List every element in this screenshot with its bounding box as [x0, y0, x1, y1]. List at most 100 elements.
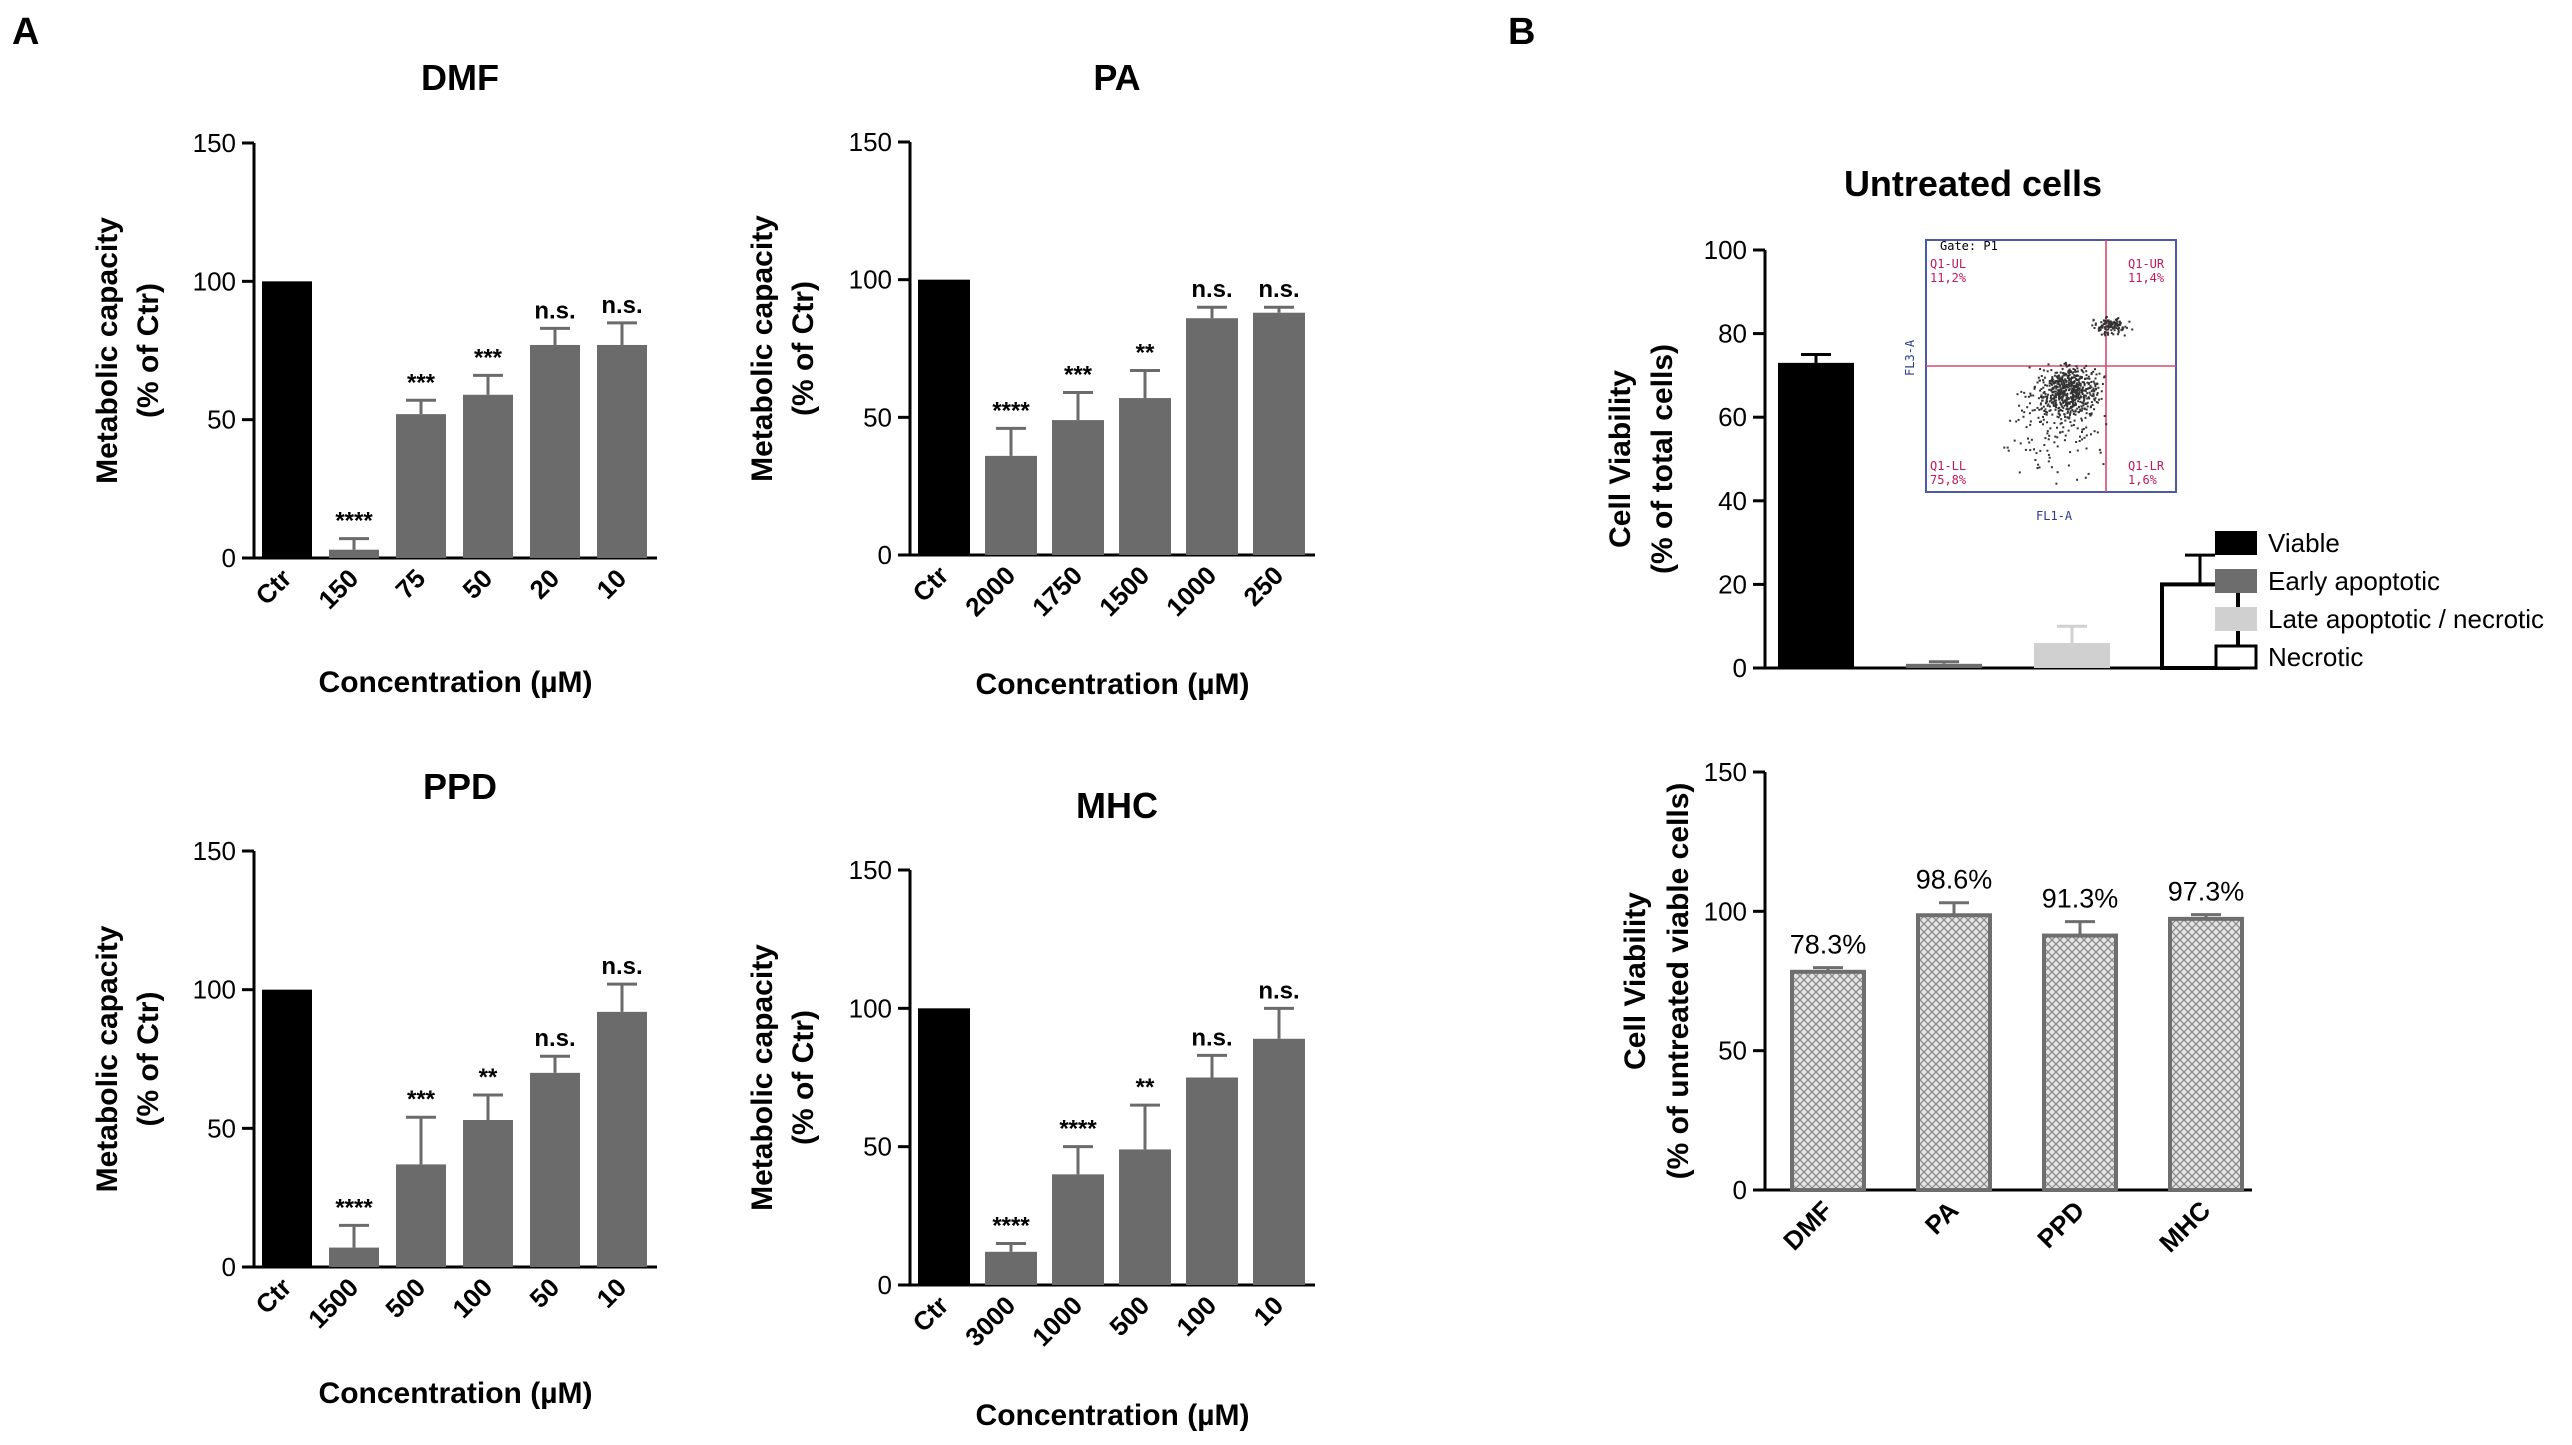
scatter-dot: [2050, 401, 2053, 404]
scatter-dot: [2090, 401, 2093, 404]
scatter-dot: [2097, 327, 2100, 330]
scatter-dot: [2040, 402, 2042, 405]
y-axis-label: Cell Viability: [1619, 892, 1652, 1070]
y-tick-label: 150: [193, 836, 236, 866]
scatter-dot: [2056, 471, 2059, 474]
scatter-dot: [2113, 321, 2116, 324]
scatter-dot: [2096, 382, 2099, 385]
scatter-dot: [2059, 379, 2062, 382]
scatter-dot: [2058, 396, 2061, 399]
scatter-dot: [2083, 394, 2085, 397]
scatter-dot: [2068, 373, 2071, 376]
scatter-dot: [2048, 456, 2051, 459]
scatter-dot: [2013, 439, 2016, 442]
scatter-dot: [2085, 447, 2088, 450]
scatter-dot: [2059, 388, 2062, 391]
scatter-dot: [2040, 375, 2043, 377]
y-tick-label: 150: [849, 855, 892, 885]
scatter-dot: [2110, 321, 2112, 324]
x-tick-label: DMF: [1777, 1195, 1838, 1256]
scatter-dot: [2075, 386, 2078, 389]
scatter-dot: [2059, 431, 2062, 434]
scatter-dot: [2056, 391, 2059, 394]
scatter-dot: [2076, 367, 2079, 370]
scatter-dot: [2073, 386, 2076, 389]
scatter-dot: [2036, 467, 2039, 470]
scatter-dot: [2111, 327, 2114, 330]
scatter-dot: [2054, 394, 2057, 397]
scatter-dot: [2079, 375, 2082, 378]
legend-swatch-early-apoptotic: [2215, 569, 2257, 593]
y-tick-label: 150: [849, 127, 892, 157]
scatter-dot: [2079, 408, 2082, 411]
scatter-dot: [2067, 375, 2070, 378]
scatter-dot: [2070, 376, 2073, 379]
significance-label: ****: [335, 1194, 373, 1221]
scatter-dot: [2100, 333, 2103, 336]
scatter-dot: [2107, 333, 2109, 336]
scatter-dot: [2115, 318, 2118, 321]
scatter-dot: [2042, 418, 2045, 421]
scatter-dot: [2064, 378, 2067, 381]
scatter-dot: [2082, 371, 2085, 374]
scatter-dot: [2044, 437, 2047, 440]
y-tick-label: 60: [1718, 402, 1747, 432]
scatter-dot: [2072, 402, 2074, 405]
scatter-dot: [2046, 449, 2049, 452]
scatter-dot: [2069, 421, 2072, 424]
scatter-dot: [2072, 385, 2075, 387]
y-axis-label: Metabolic capacity: [91, 925, 124, 1192]
scatter-dot: [2042, 423, 2044, 426]
y-tick-label: 0: [222, 543, 236, 573]
scatter-dot: [2110, 332, 2113, 335]
scatter-dot: [2048, 380, 2051, 383]
scatter-dot: [2074, 398, 2076, 401]
x-tick-label: 1750: [1026, 560, 1088, 622]
x-tick-label: 2000: [959, 560, 1021, 622]
x-tick-label: PA: [1919, 1195, 1965, 1241]
scatter-dot: [2104, 327, 2107, 330]
chart-title: MHC: [1076, 785, 1158, 826]
bar: [329, 549, 379, 558]
scatter-dot: [2060, 383, 2063, 386]
scatter-dot: [2042, 415, 2044, 418]
scatter-dot: [2091, 324, 2094, 327]
legend-label-late-apoptotic: Late apoptotic / necrotic: [2268, 604, 2544, 634]
significance-label: ***: [474, 344, 503, 371]
scatter-dot: [2046, 395, 2049, 398]
scatter-dot: [2039, 421, 2041, 423]
scatter-dot: [2066, 412, 2069, 415]
scatter-dot: [2048, 405, 2051, 408]
scatter-dot: [2061, 384, 2064, 387]
scatter-dot: [2033, 409, 2036, 412]
chart-title: PPD: [423, 766, 497, 807]
scatter-dot: [2042, 386, 2045, 389]
scatter-dot: [2059, 364, 2062, 367]
scatter-dot: [2065, 388, 2068, 391]
scatter-dot: [2119, 323, 2122, 326]
legend-label-necrotic: Necrotic: [2268, 642, 2363, 672]
scatter-dot: [2085, 412, 2088, 415]
scatter-dot: [2051, 397, 2054, 400]
scatter-dot: [2067, 389, 2070, 392]
scatter-dot: [2078, 388, 2081, 390]
significance-label: ****: [1059, 1116, 1097, 1143]
scatter-dot: [2123, 334, 2126, 337]
scatter-dot: [2079, 409, 2082, 412]
significance-label: **: [479, 1064, 498, 1091]
scatter-dot: [2051, 388, 2054, 391]
chart-dmf: DMF 0 50 100 150 Metabolic capacity (% of Ctr)…: [91, 57, 657, 699]
scatter-dot: [2070, 389, 2073, 392]
scatter-dot: [2078, 440, 2081, 442]
scatter-dot: [2107, 328, 2110, 331]
scatter-dot: [2061, 392, 2064, 395]
scatter-dot: [2065, 373, 2068, 376]
scatter-dot: [2062, 400, 2065, 403]
scatter-dot: [2046, 432, 2049, 435]
significance-label: ****: [992, 1213, 1030, 1240]
scatter-dot: [2085, 388, 2088, 391]
scatter-dot: [2092, 380, 2095, 383]
significance-label: n.s.: [534, 1025, 575, 1052]
scatter-dot: [2063, 413, 2066, 416]
scatter-dot: [2060, 418, 2063, 421]
